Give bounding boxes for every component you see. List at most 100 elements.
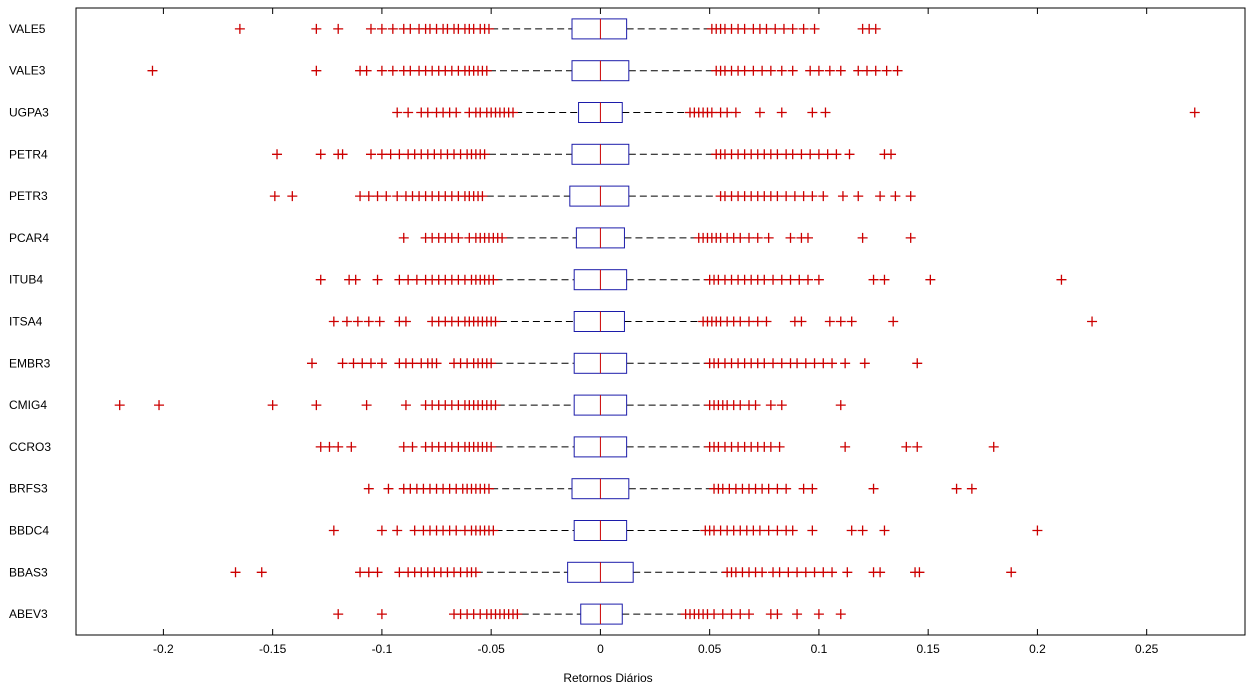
outlier-marker <box>333 23 344 34</box>
outlier-marker <box>743 316 754 327</box>
outlier-marker <box>422 107 433 118</box>
outlier-marker <box>763 483 774 494</box>
outlier-marker <box>966 483 977 494</box>
outlier-marker <box>376 358 387 369</box>
outlier-marker <box>328 316 339 327</box>
outlier-marker <box>820 107 831 118</box>
box-petr3 <box>269 185 916 207</box>
y-axis: VALE5 VALE3 UGPA3 PETR4 PETR3 PCAR4 ITUB4 ITSA4… <box>9 22 51 621</box>
outlier-marker <box>818 567 829 578</box>
outlier-marker <box>383 483 394 494</box>
outlier-marker <box>365 23 376 34</box>
outlier-marker <box>879 525 890 536</box>
outlier-marker <box>735 609 746 620</box>
outlier-marker <box>813 274 824 285</box>
outlier-marker <box>361 400 372 411</box>
outlier-marker <box>881 65 892 76</box>
outlier-marker <box>483 23 494 34</box>
outlier-marker <box>376 525 387 536</box>
outlier-marker <box>774 441 785 452</box>
outlier-marker <box>988 441 999 452</box>
y-tick-label: ITUB4 <box>9 273 43 287</box>
outlier-marker <box>311 65 322 76</box>
outlier-marker <box>824 316 835 327</box>
outlier-marker <box>743 232 754 243</box>
outlier-marker <box>348 358 359 369</box>
outlier-marker <box>776 400 787 411</box>
outlier-marker <box>792 567 803 578</box>
outlier-marker <box>490 316 501 327</box>
outlier-marker <box>497 232 508 243</box>
outlier-marker <box>230 567 241 578</box>
outlier-marker <box>781 191 792 202</box>
outlier-marker <box>859 358 870 369</box>
outlier-marker <box>879 274 890 285</box>
outlier-marker <box>735 232 746 243</box>
outlier-marker <box>818 358 829 369</box>
y-tick-label: BBAS3 <box>9 565 48 579</box>
outlier-marker <box>765 400 776 411</box>
outlier-marker <box>809 567 820 578</box>
x-tick-label: 0.05 <box>698 642 722 656</box>
outlier-marker <box>905 232 916 243</box>
outlier-marker <box>385 149 396 160</box>
outlier-marker <box>481 65 492 76</box>
outlier-marker <box>759 358 770 369</box>
box-embr3 <box>306 352 923 374</box>
outlier-marker <box>479 149 490 160</box>
outlier-marker <box>890 191 901 202</box>
outlier-marker <box>857 525 868 536</box>
outlier-marker <box>147 65 158 76</box>
outlier-marker <box>794 274 805 285</box>
outlier-marker <box>392 107 403 118</box>
box-petr4 <box>272 143 897 165</box>
box-group <box>114 18 1200 625</box>
outlier-marker <box>807 483 818 494</box>
outlier-marker <box>750 400 761 411</box>
outlier-marker <box>870 65 881 76</box>
outlier-marker <box>770 23 781 34</box>
outlier-marker <box>912 441 923 452</box>
outlier-marker <box>315 149 326 160</box>
outlier-marker <box>453 232 464 243</box>
outlier-marker <box>901 441 912 452</box>
outlier-marker <box>394 567 405 578</box>
x-tick-label: 0.25 <box>1135 642 1159 656</box>
box-brfs3 <box>363 478 977 500</box>
outlier-marker <box>337 149 348 160</box>
outlier-marker <box>405 23 416 34</box>
outlier-marker <box>739 23 750 34</box>
outlier-marker <box>363 567 374 578</box>
outlier-marker <box>726 609 737 620</box>
outlier-marker <box>372 191 383 202</box>
outlier-marker <box>352 316 363 327</box>
box-iqr <box>569 185 630 207</box>
outlier-marker <box>333 609 344 620</box>
outlier-marker <box>783 567 794 578</box>
outlier-marker <box>802 274 813 285</box>
y-tick-label: EMBR3 <box>9 356 51 370</box>
outlier-marker <box>870 23 881 34</box>
x-tick-label: -0.15 <box>259 642 287 656</box>
outlier-marker <box>761 23 772 34</box>
outlier-marker <box>789 191 800 202</box>
outlier-marker <box>796 316 807 327</box>
outlier-marker <box>1032 525 1043 536</box>
outlier-marker <box>451 525 462 536</box>
x-tick-label: 0.2 <box>1029 642 1046 656</box>
outlier-marker <box>363 191 374 202</box>
outlier-marker <box>868 483 879 494</box>
outlier-marker <box>800 358 811 369</box>
outlier-marker <box>875 567 886 578</box>
outlier-marker <box>781 483 792 494</box>
outlier-marker <box>846 525 857 536</box>
y-tick-label: PETR3 <box>9 189 48 203</box>
outlier-marker <box>405 65 416 76</box>
outlier-marker <box>483 483 494 494</box>
outlier-marker <box>717 609 728 620</box>
outlier-marker <box>256 567 267 578</box>
outlier-marker <box>365 358 376 369</box>
outlier-marker <box>709 609 720 620</box>
outlier-marker <box>355 567 366 578</box>
